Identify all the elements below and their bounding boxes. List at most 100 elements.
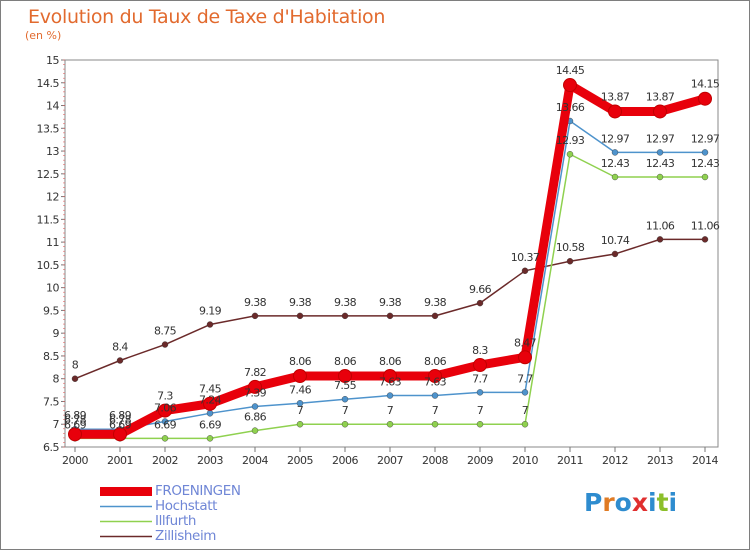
x-tick-label: 2010 <box>512 454 538 467</box>
x-tick-label: 2009 <box>467 454 493 467</box>
data-label: 12.97 <box>601 132 630 145</box>
chart-subtitle: (en %) <box>25 29 62 42</box>
data-label: 6.78 <box>64 413 87 426</box>
legend-label-illfurth: Illfurth <box>155 513 196 529</box>
data-point <box>476 299 484 307</box>
y-tick-label: 8.5 <box>43 350 59 363</box>
data-label: 7.55 <box>334 379 357 392</box>
logo-letter: P <box>584 488 603 517</box>
data-label: 7.24 <box>199 393 222 406</box>
y-tick-label: 8 <box>53 373 60 386</box>
data-point <box>476 389 484 396</box>
data-label: 10.74 <box>601 234 630 247</box>
plot-area <box>64 59 719 448</box>
data-point <box>206 435 214 442</box>
y-tick-label: 14 <box>46 100 59 113</box>
data-label: 13.87 <box>646 90 675 103</box>
data-label: 8.75 <box>154 325 177 338</box>
y-tick-label: 10 <box>46 282 59 295</box>
data-label: 7.63 <box>379 376 402 389</box>
data-point <box>521 267 529 275</box>
x-tick-label: 2012 <box>602 454 628 467</box>
data-label: 9.38 <box>379 296 402 309</box>
data-point <box>656 173 664 181</box>
data-point <box>341 395 349 403</box>
data-label: 8.47 <box>514 336 537 349</box>
y-tick-label: 11.5 <box>37 213 60 226</box>
y-tick-label: 7.5 <box>43 395 59 408</box>
data-point <box>611 250 619 258</box>
data-point <box>341 421 349 428</box>
data-label: 7.06 <box>154 402 177 415</box>
data-point <box>293 368 307 383</box>
data-point <box>158 403 172 418</box>
x-tick-label: 2013 <box>647 454 673 467</box>
y-tick-label: 14.5 <box>37 77 60 90</box>
data-label: 13.87 <box>601 90 630 103</box>
data-label: 6.89 <box>64 409 87 422</box>
y-tick-label: 13.5 <box>37 122 60 135</box>
logo-letter: o <box>614 488 632 517</box>
data-label: 9.38 <box>244 296 267 309</box>
data-point <box>656 149 664 156</box>
proxiti-logo: Proxiti <box>584 488 677 517</box>
data-point <box>71 375 79 382</box>
data-label: 7.82 <box>244 366 266 379</box>
x-tick-label: 2005 <box>287 454 313 467</box>
data-point <box>701 173 709 181</box>
data-label: 7 <box>387 404 394 417</box>
data-label: 7.7 <box>472 372 488 385</box>
x-tick-label: 2008 <box>422 454 448 467</box>
data-label: 7 <box>477 404 484 417</box>
data-label: 12.97 <box>691 132 720 145</box>
data-point <box>521 421 529 428</box>
data-point <box>68 427 82 442</box>
x-tick-label: 2000 <box>62 454 88 467</box>
legend-item: FROENINGEN <box>100 484 400 499</box>
data-label: 8.4 <box>112 340 128 353</box>
legend-item: Illfurth <box>100 514 400 529</box>
data-point <box>698 91 712 106</box>
y-tick-label: 7 <box>53 418 60 431</box>
data-label: 7.39 <box>244 386 267 399</box>
legend-label-zillisheim: Zillisheim <box>155 528 217 544</box>
y-tick-label: 9.5 <box>43 304 59 317</box>
data-label: 9.38 <box>424 296 447 309</box>
data-label: 7.3 <box>157 390 173 403</box>
x-tick-label: 2002 <box>152 454 178 467</box>
data-label: 7.45 <box>199 383 222 396</box>
data-point <box>206 410 214 417</box>
data-label: 6.86 <box>244 411 267 424</box>
data-label: 12.93 <box>556 134 585 147</box>
data-point <box>566 151 574 158</box>
data-label: 11.06 <box>646 219 675 232</box>
chart-title: Evolution du Taux de Taxe d'Habitation <box>28 6 386 28</box>
data-label: 9.66 <box>469 283 492 296</box>
data-label: 7.7 <box>517 372 533 385</box>
data-point <box>113 427 127 442</box>
data-point <box>656 236 664 243</box>
logo-letter: t <box>656 488 669 517</box>
y-tick-label: 6.5 <box>43 441 59 454</box>
data-point <box>428 368 442 383</box>
data-point <box>473 358 487 373</box>
data-point <box>386 312 394 320</box>
y-tick-label: 11 <box>46 236 59 249</box>
data-label: 7 <box>522 404 529 417</box>
data-label: 14.45 <box>556 64 585 77</box>
data-point <box>566 258 574 265</box>
data-point <box>431 312 439 320</box>
data-label: 7.46 <box>289 383 312 396</box>
data-label: 9.19 <box>199 305 222 318</box>
legend-label-hochstatt: Hochstatt <box>155 498 217 514</box>
data-label: 6.69 <box>154 418 177 431</box>
data-label: 10.37 <box>511 251 540 264</box>
data-point <box>386 392 394 399</box>
data-label: 12.43 <box>601 157 630 170</box>
data-label: 8.06 <box>334 355 357 368</box>
y-tick-label: 12.5 <box>37 168 60 181</box>
legend-item: Hochstatt <box>100 499 400 514</box>
data-point <box>203 396 217 411</box>
data-point <box>518 350 532 365</box>
